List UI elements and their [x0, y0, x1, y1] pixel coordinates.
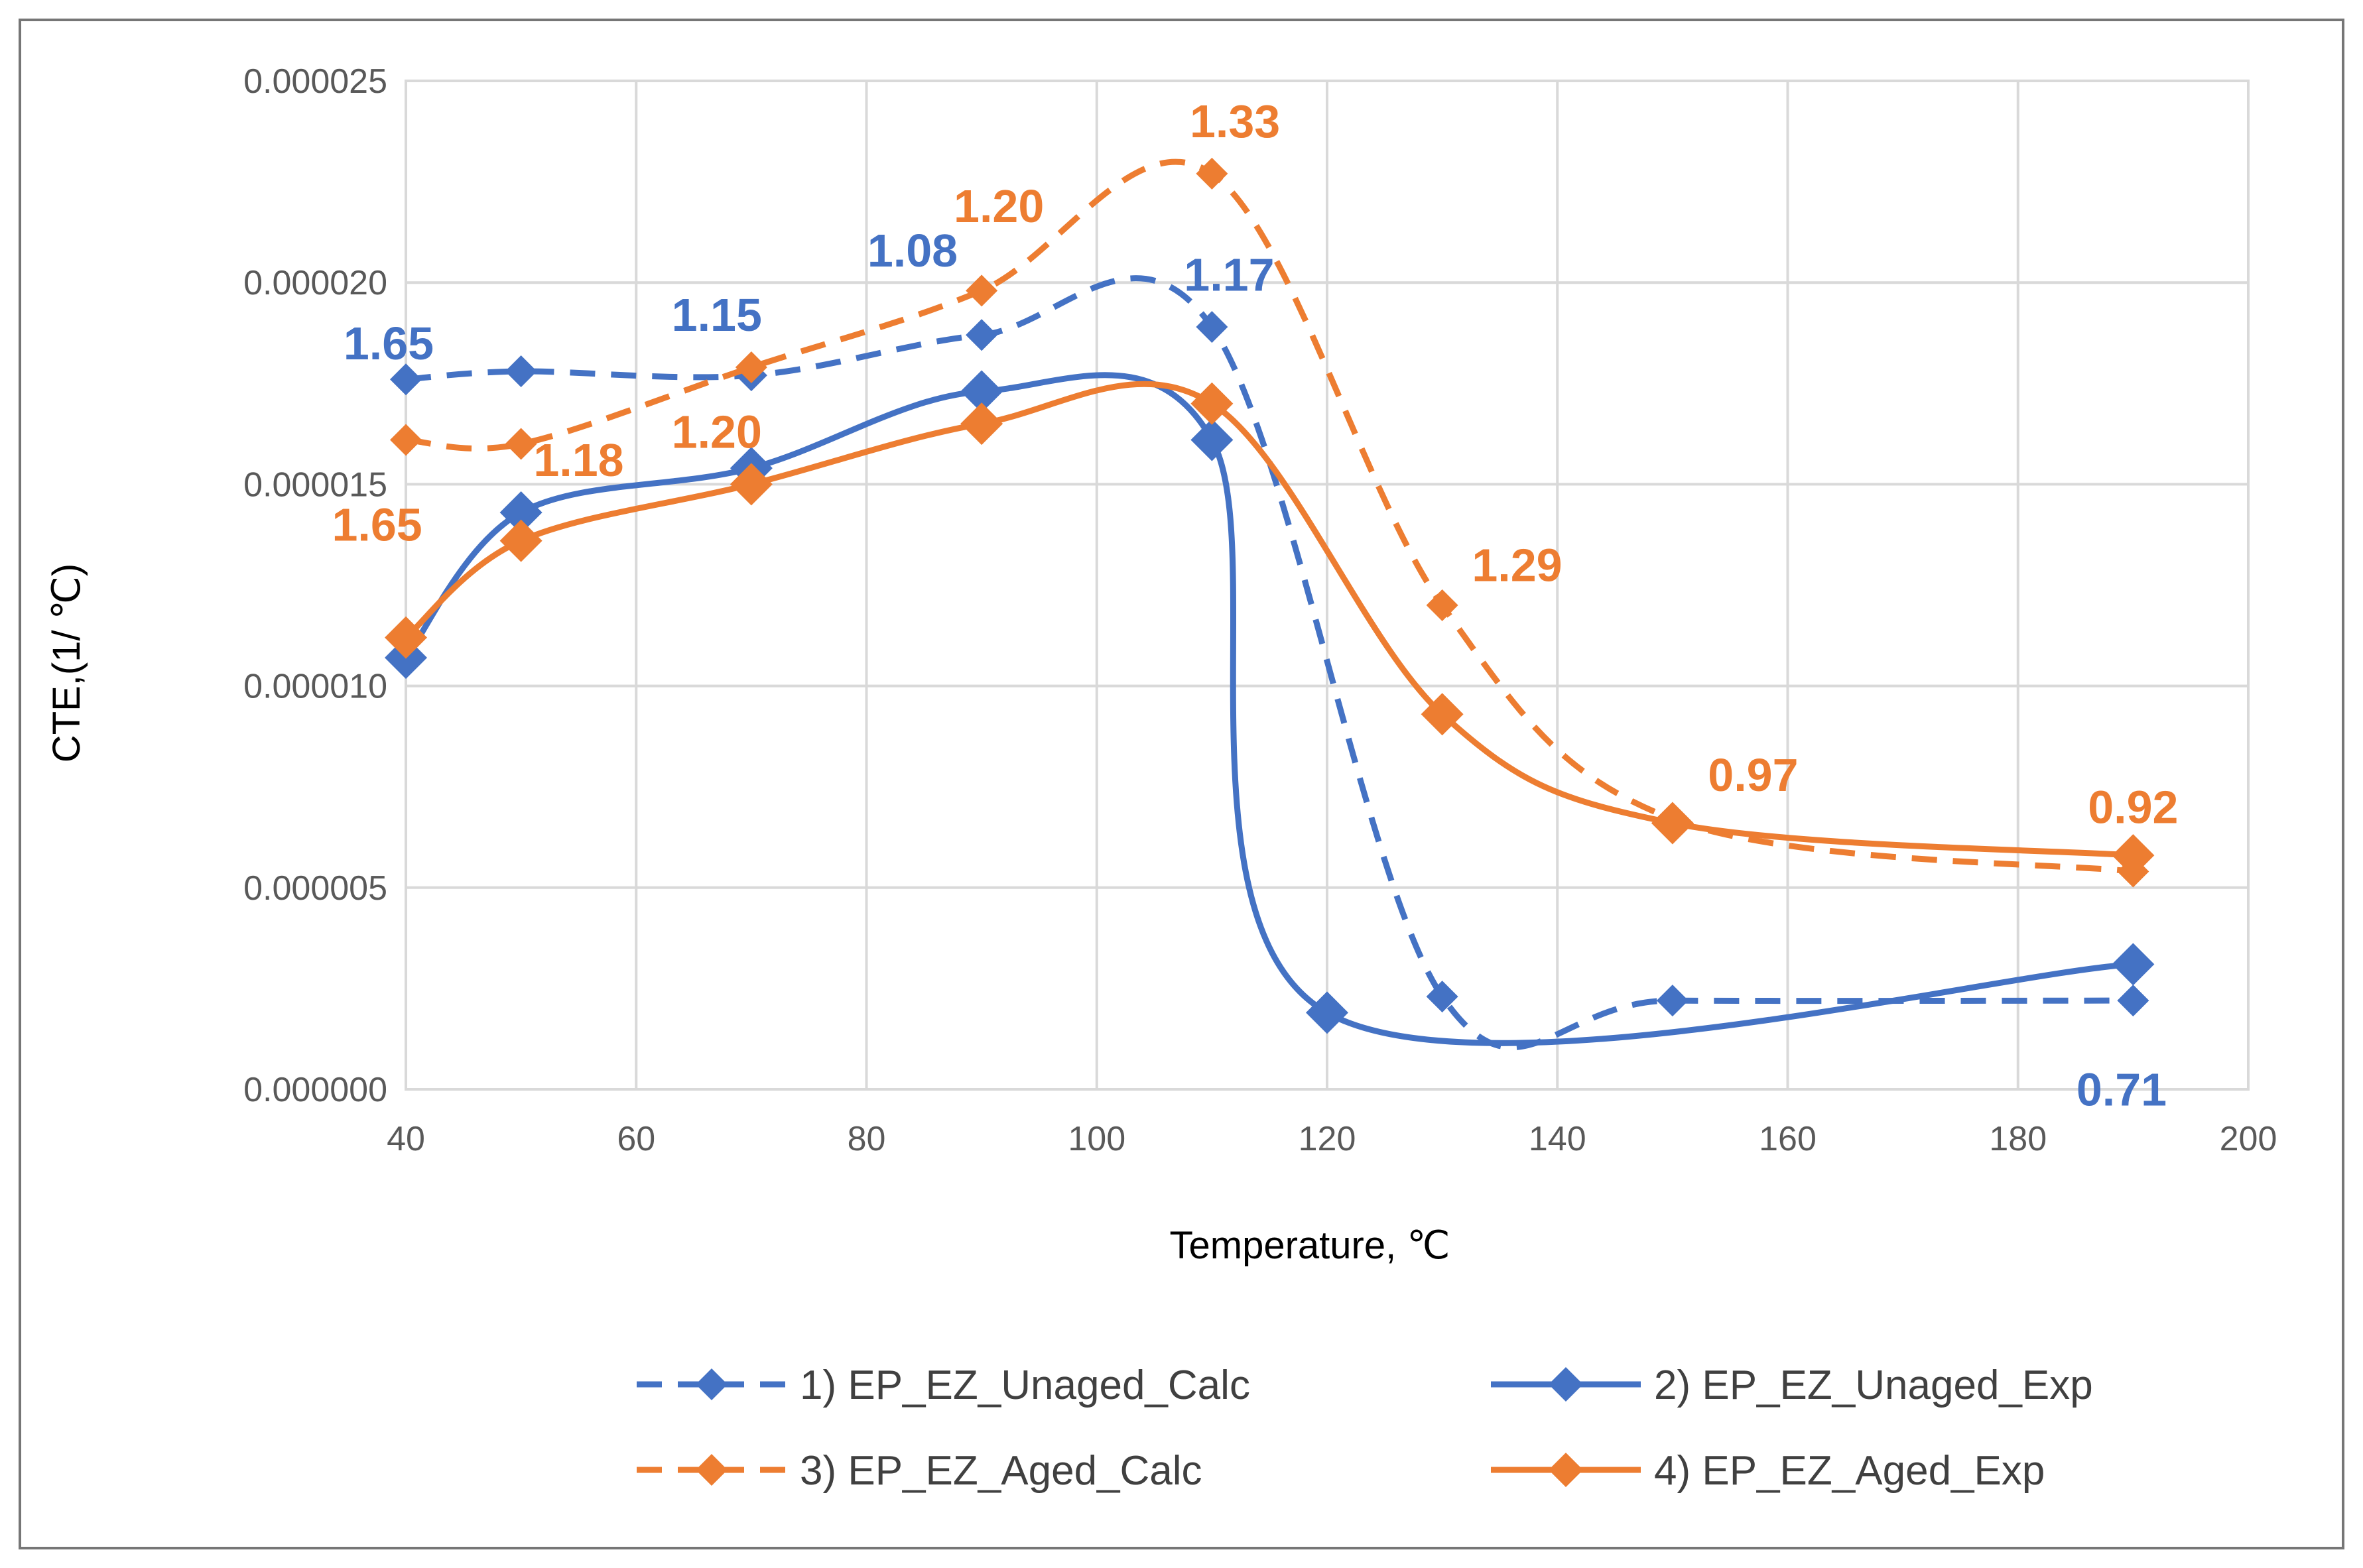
data-label: 1.20	[954, 180, 1044, 232]
y-tick-label: 0.000000	[243, 1071, 387, 1109]
data-label: 0.97	[1708, 749, 1798, 801]
x-axis-title: Temperature, ℃	[1170, 1224, 1450, 1267]
series-1-point	[390, 363, 422, 396]
y-axis-ticks: 0.000000 0.000005 0.000010 0.000015 0.000020…	[243, 62, 387, 1109]
data-labels: 1.65 1.15 1.08 1.17 0.71 1.33 1.20 1.20 1.18 1.65…	[332, 95, 2178, 1115]
series-1-line	[405, 275, 2134, 1051]
legend-item-1: 1) EP_EZ_Unaged_Calc	[637, 1362, 1250, 1408]
series-4-point	[2112, 834, 2155, 877]
series-2-point	[960, 370, 1003, 413]
series-3-point	[1426, 589, 1458, 621]
legend-marker	[696, 1454, 728, 1486]
legend-marker	[1549, 1453, 1583, 1487]
series-3-point	[390, 424, 422, 456]
series-3-point	[966, 274, 998, 307]
x-tick-label: 40	[387, 1120, 425, 1158]
data-label: 1.15	[672, 289, 762, 341]
data-label: 1.20	[672, 406, 762, 458]
data-label: 1.65	[332, 499, 422, 551]
series-4-point	[960, 402, 1003, 446]
x-tick-label: 200	[2220, 1120, 2277, 1158]
data-label: 1.18	[533, 434, 623, 486]
series-4-point	[1421, 693, 1464, 736]
series-2-point	[499, 491, 543, 534]
series-1-point	[1426, 981, 1458, 1013]
series-1-point	[966, 319, 998, 351]
series-3-point	[505, 428, 537, 460]
legend-item-3: 3) EP_EZ_Aged_Calc	[637, 1448, 1202, 1494]
grid-lines	[405, 80, 2250, 1091]
series-1-point	[2117, 985, 2149, 1017]
series-4-point	[1190, 382, 1234, 425]
series-4-point	[385, 616, 427, 659]
x-tick-label: 160	[1759, 1120, 1817, 1158]
legend-label: 1) EP_EZ_Unaged_Calc	[800, 1362, 1250, 1408]
legend-item-4: 4) EP_EZ_Aged_Exp	[1491, 1448, 2045, 1494]
series-2-point	[1190, 418, 1234, 461]
series-2-point	[2112, 943, 2155, 986]
legend-marker	[696, 1368, 728, 1400]
series-4-point	[1651, 802, 1694, 845]
series-layer	[385, 157, 2155, 1051]
data-label: 1.17	[1184, 249, 1274, 300]
chart-frame	[19, 19, 2344, 1549]
y-tick-label: 0.000005	[243, 869, 387, 908]
legend-label: 2) EP_EZ_Unaged_Exp	[1654, 1362, 2093, 1408]
legend-label: 3) EP_EZ_Aged_Calc	[800, 1448, 1202, 1494]
legend: 1) EP_EZ_Unaged_Calc 2) EP_EZ_Unaged_Exp 3…	[637, 1362, 2093, 1494]
x-axis-ticks: 40 60 80 100 120 140 160 180 200	[387, 1120, 2277, 1158]
data-label: 1.33	[1190, 95, 1280, 147]
x-tick-label: 60	[617, 1120, 655, 1158]
data-label: 0.71	[2076, 1063, 2167, 1115]
data-label: 1.29	[1472, 539, 1562, 591]
y-axis-title: CTE,(1/ ℃)	[45, 564, 88, 762]
y-tick-label: 0.000020	[243, 264, 387, 302]
x-tick-label: 120	[1299, 1120, 1356, 1158]
series-4	[385, 381, 2155, 877]
series-3-point	[735, 351, 767, 383]
series-4-point	[730, 463, 773, 506]
x-tick-label: 80	[848, 1120, 886, 1158]
x-tick-label: 100	[1068, 1120, 1125, 1158]
series-2-point	[1306, 991, 1348, 1034]
series-4-point	[499, 519, 543, 562]
plot-area-border	[405, 80, 2250, 1091]
y-tick-label: 0.000015	[243, 465, 387, 504]
series-1-point	[1196, 311, 1228, 343]
legend-marker	[1549, 1367, 1583, 1402]
series-1-point	[1656, 985, 1689, 1017]
data-label: 0.92	[2088, 781, 2178, 833]
data-label: 1.65	[344, 318, 434, 369]
data-label: 1.08	[867, 225, 958, 276]
series-1-point	[505, 355, 537, 388]
legend-label: 4) EP_EZ_Aged_Exp	[1654, 1448, 2045, 1494]
x-tick-label: 140	[1529, 1120, 1586, 1158]
y-tick-label: 0.000025	[243, 62, 387, 101]
y-tick-label: 0.000010	[243, 668, 387, 706]
x-tick-label: 180	[1989, 1120, 2047, 1158]
series-1	[390, 275, 2149, 1051]
legend-item-2: 2) EP_EZ_Unaged_Exp	[1491, 1362, 2093, 1408]
series-3-point	[1196, 157, 1228, 190]
